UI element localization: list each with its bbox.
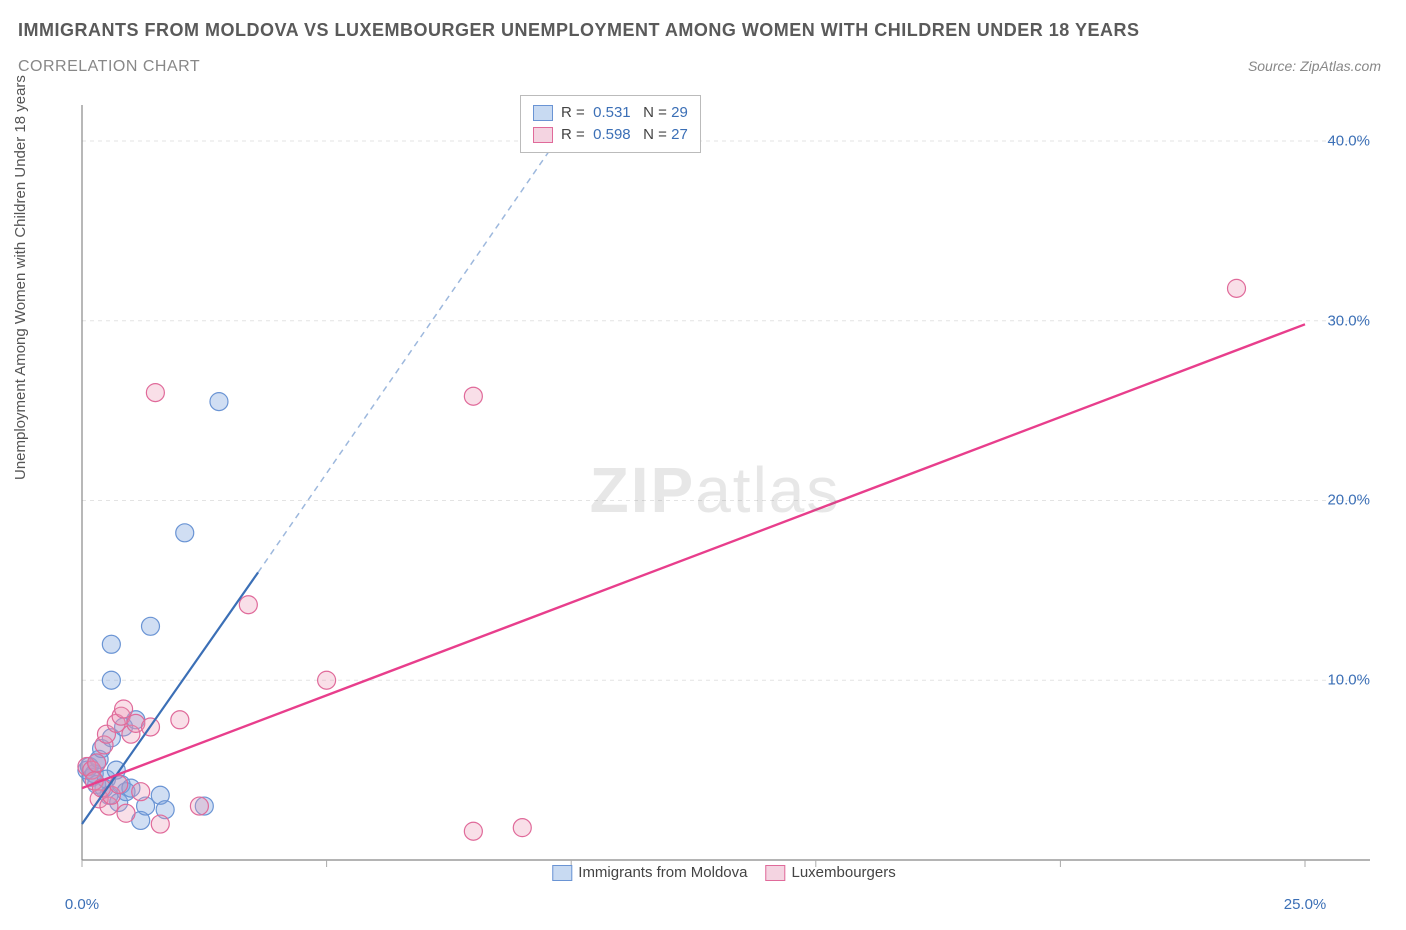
chart-subtitle: CORRELATION CHART — [18, 58, 200, 76]
y-tick: 30.0% — [1327, 312, 1370, 329]
chart-container: IMMIGRANTS FROM MOLDOVA VS LUXEMBOURGER … — [0, 0, 1406, 930]
legend-swatch — [765, 865, 785, 881]
y-axis-label: Unemployment Among Women with Children U… — [12, 75, 29, 480]
stats-row: R = 0.598 N = 27 — [533, 124, 688, 146]
stats-box: R = 0.531 N = 29R = 0.598 N = 27 — [520, 95, 701, 153]
legend: Immigrants from Moldova Luxembourgers — [534, 864, 895, 881]
y-tick: 40.0% — [1327, 132, 1370, 149]
x-tick: 25.0% — [1284, 896, 1327, 913]
y-tick: 20.0% — [1327, 492, 1370, 509]
stats-row: R = 0.531 N = 29 — [533, 102, 688, 124]
y-tick: 10.0% — [1327, 672, 1370, 689]
chart-title: IMMIGRANTS FROM MOLDOVA VS LUXEMBOURGER … — [18, 20, 1140, 41]
x-tick: 0.0% — [65, 896, 99, 913]
source-attribution: Source: ZipAtlas.com — [1248, 58, 1381, 74]
plot-area: ZIPatlas R = 0.531 N = 29R = 0.598 N = 2… — [60, 95, 1370, 885]
legend-label: Immigrants from Moldova — [578, 864, 747, 881]
legend-label: Luxembourgers — [791, 864, 895, 881]
scatter-svg — [60, 95, 1370, 885]
legend-swatch — [552, 865, 572, 881]
